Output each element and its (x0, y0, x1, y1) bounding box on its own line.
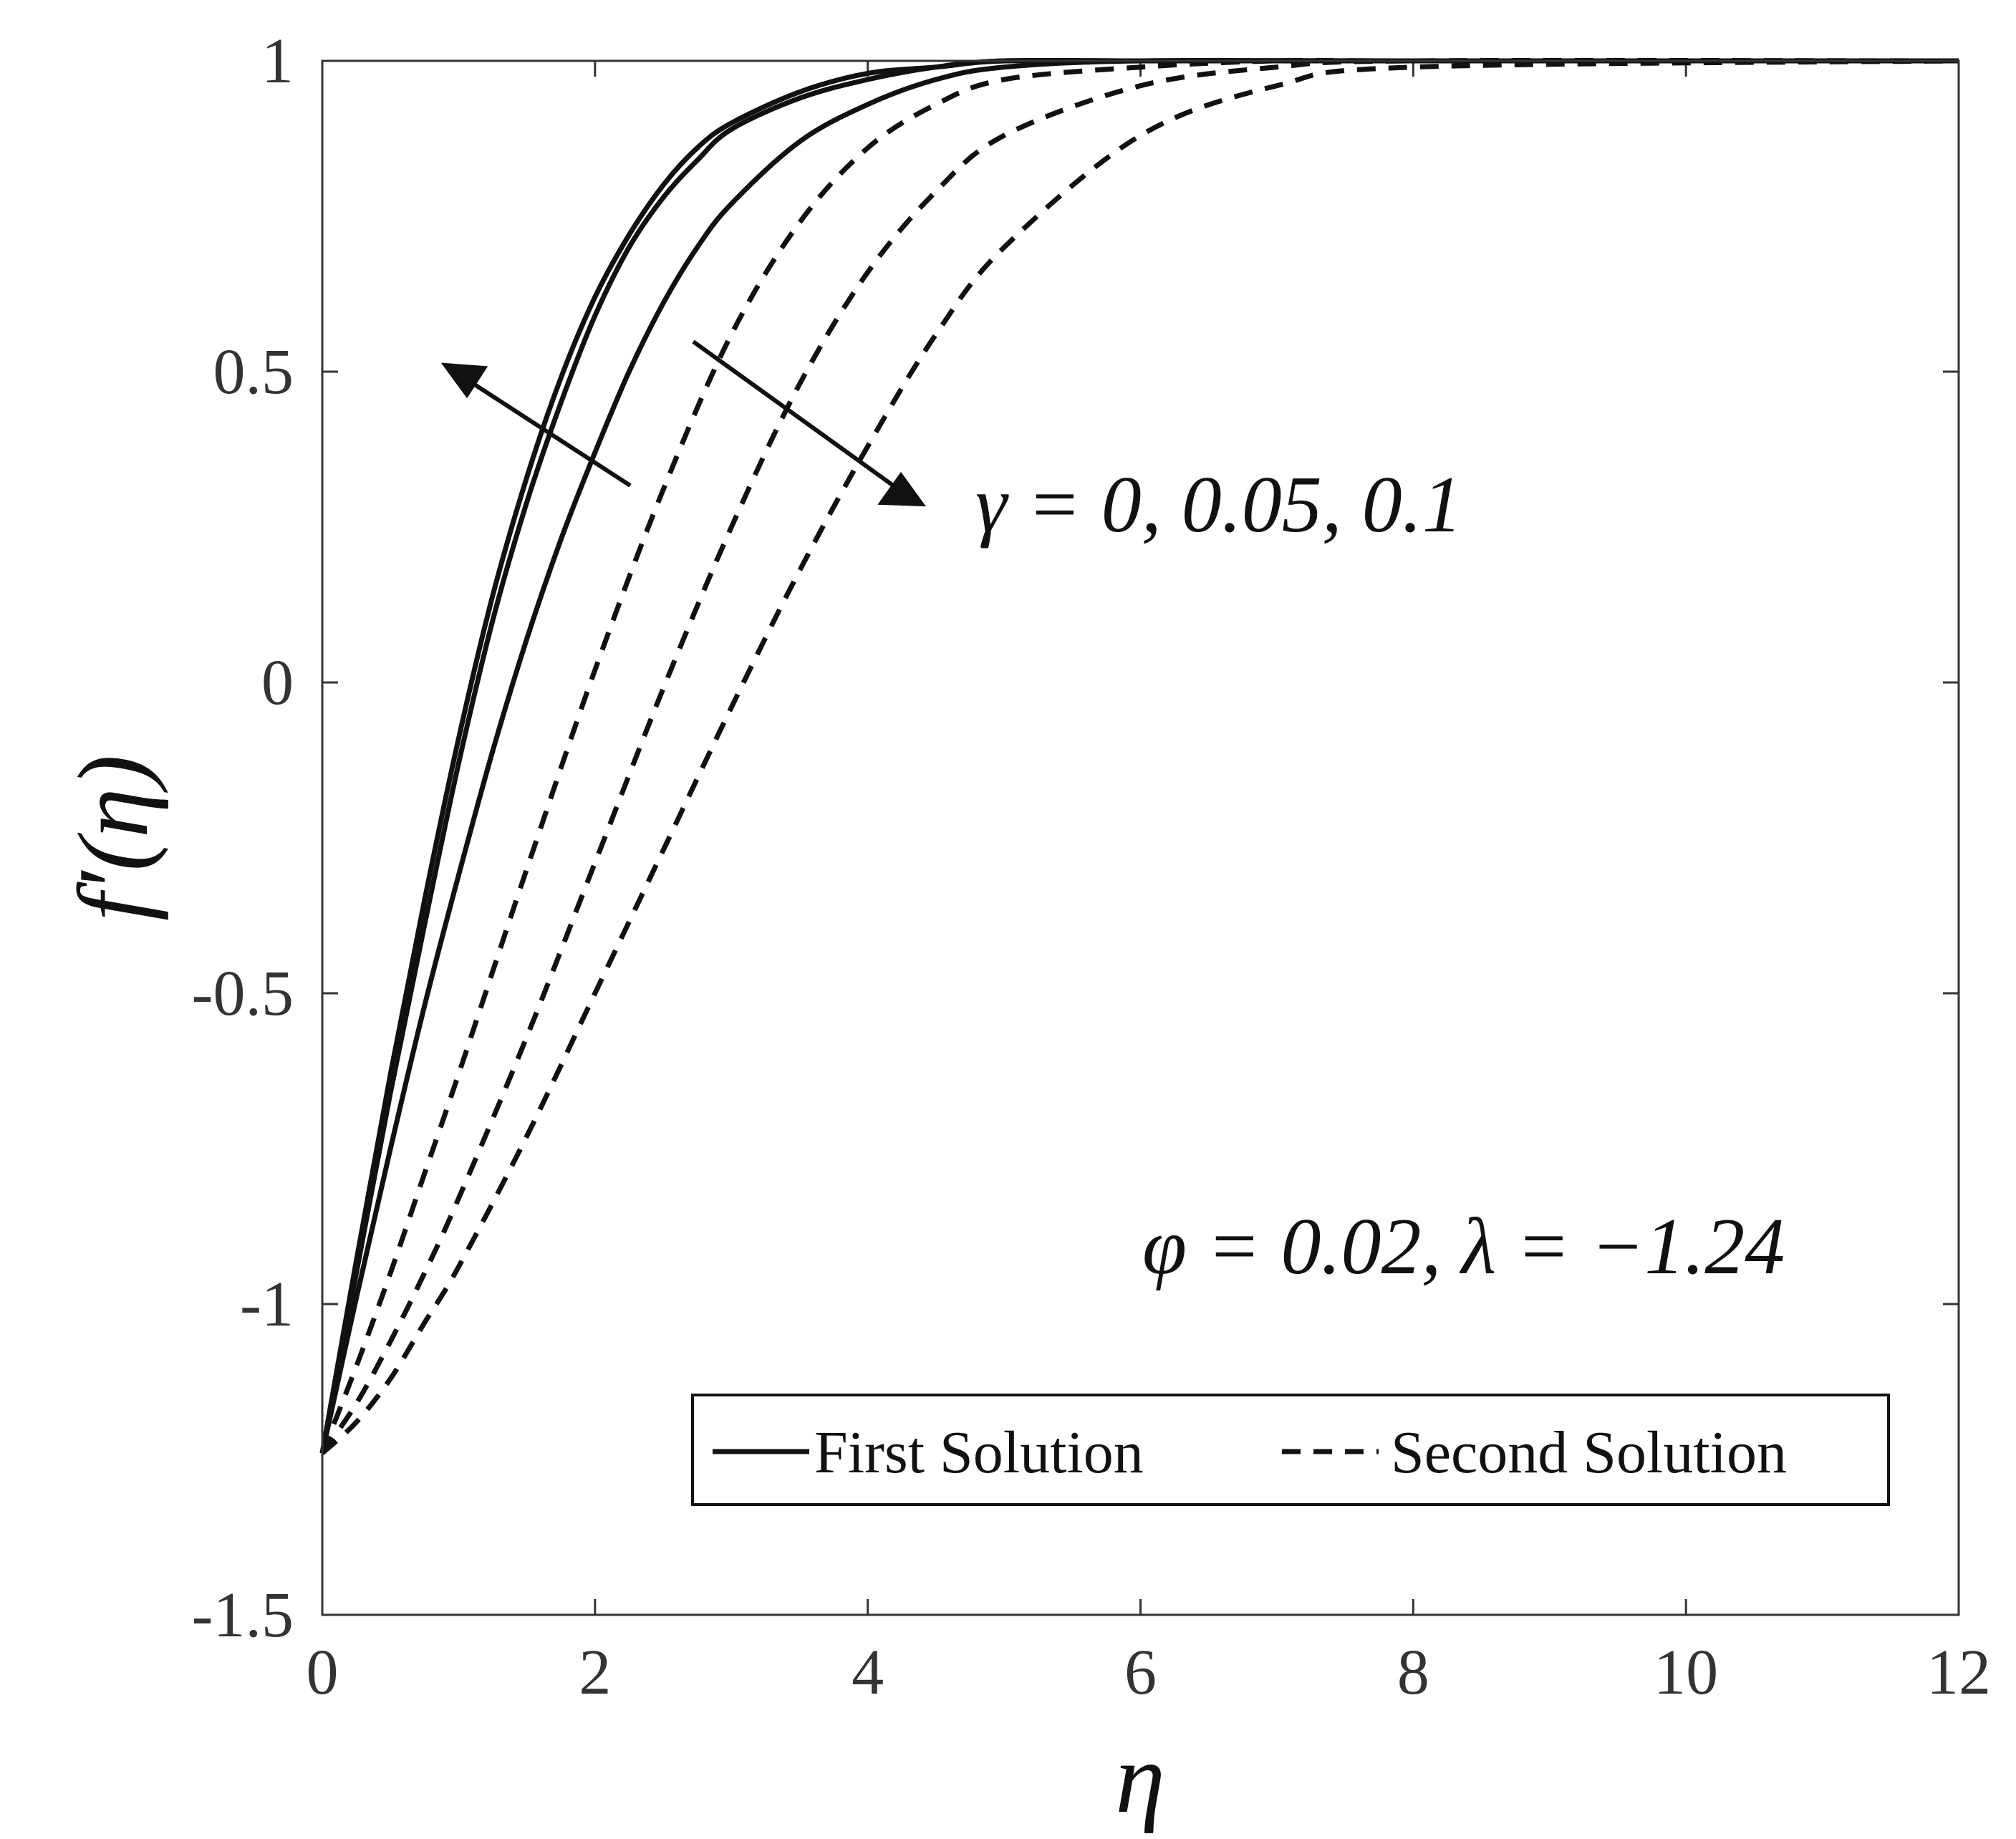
x-tick-label: 6 (1124, 1637, 1157, 1708)
plot-frame (321, 59, 1960, 1616)
x-tick-label: 2 (579, 1637, 611, 1708)
axis-ticks: 0 2 4 6 8 10 12 -1.5 -1 -0.5 0 0.5 1 (192, 26, 1991, 1708)
y-tick-label: -1.5 (192, 1580, 294, 1651)
y-tick-label: 0 (261, 647, 294, 718)
gamma-arrows (440, 339, 927, 507)
y-tick-label: 1 (261, 26, 294, 97)
x-tick-label: 0 (307, 1637, 339, 1708)
x-tick-label: 10 (1654, 1637, 1718, 1708)
legend: First Solution Second Solution (691, 1394, 1890, 1506)
second-solution-curve-4 (320, 57, 1959, 1455)
y-tick-label: -0.5 (192, 958, 294, 1029)
arrow-right-shaft (692, 339, 897, 489)
second-solution-curve-5 (320, 58, 1959, 1455)
arrow-right-head (877, 471, 927, 507)
legend-first-solution: First Solution (814, 1419, 1144, 1486)
x-axis-label: η (1115, 1723, 1164, 1834)
arrow-left-shaft (468, 379, 632, 488)
gamma-annotation: γ = 0, 0.05, 0.1 (975, 460, 1462, 549)
x-tick-label: 8 (1397, 1637, 1429, 1708)
arrow-left-head (440, 362, 488, 399)
x-tick-label: 12 (1926, 1637, 1991, 1708)
parameter-annotation: φ = 0.02, λ = −1.24 (1142, 1202, 1785, 1291)
y-tick-label: -1 (240, 1269, 294, 1340)
x-tick-label: 4 (852, 1637, 884, 1708)
y-axis-label: f′(η) (58, 755, 169, 921)
legend-second-solution: Second Solution (1391, 1419, 1787, 1486)
y-tick-label: 0.5 (213, 337, 294, 407)
